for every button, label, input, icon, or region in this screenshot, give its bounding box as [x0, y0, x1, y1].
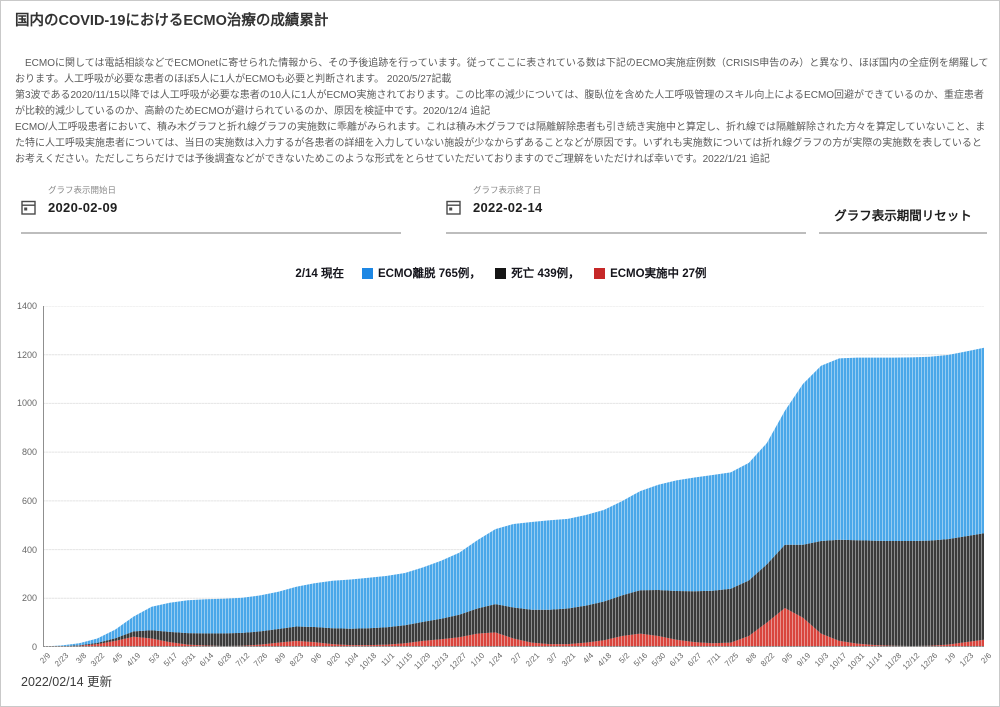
ecmo-cumulative-stacked-bar-chart: 0 200 400 600 800 1000 1200 1400 2/9 2/23 3/8 3/22 4… — [1, 301, 999, 676]
y-tick-label: 200 — [21, 593, 37, 604]
series-area-死亡 — [43, 533, 984, 647]
x-tick-label: 6/14 — [197, 651, 216, 669]
legend-item-label[interactable]: ECMO実施中 27例 — [610, 268, 707, 280]
start-date-value[interactable]: 2020-02-09 — [48, 199, 118, 215]
start-date-label: グラフ表示開始日 — [48, 185, 117, 195]
end-date-field[interactable]: グラフ表示終了日 2022-02-14 — [446, 182, 806, 234]
x-tick-label: 3/22 — [89, 651, 107, 669]
x-tick-label: 7/26 — [252, 651, 270, 669]
x-tick-label: 7/11 — [704, 651, 722, 668]
x-tick-label: 5/16 — [632, 651, 650, 669]
x-tick-label: 5/3 — [146, 651, 161, 666]
x-tick-label: 8/23 — [288, 651, 306, 669]
x-tick-label: 9/20 — [324, 651, 342, 669]
x-tick-label: 11/29 — [412, 651, 433, 672]
x-tick-label: 9/19 — [795, 651, 813, 669]
x-tick-label: 9/6 — [309, 651, 324, 666]
x-tick-label: 1/24 — [487, 651, 505, 669]
chart-plot-area — [43, 306, 984, 647]
x-tick-label: 12/12 — [900, 651, 921, 672]
x-tick-label: 6/28 — [215, 651, 234, 669]
x-tick-label: 12/27 — [448, 651, 469, 672]
chart-legend: 2/14 現在 ECMO離脱 765例， 死亡 439例， ECMO実施中 27… — [1, 265, 999, 281]
x-tick-label: 11/1 — [379, 651, 397, 668]
x-tick-label: 4/19 — [125, 651, 143, 669]
x-tick-label: 11/28 — [882, 651, 903, 672]
updated-text: 2022/02/14 更新 — [21, 675, 113, 689]
x-tick-label: 4/18 — [595, 651, 614, 669]
x-tick-label: 10/31 — [846, 651, 867, 672]
x-tick-label: 8/22 — [758, 651, 777, 669]
x-tick-label: 6/27 — [686, 651, 704, 669]
x-tick-label: 2/21 — [523, 651, 541, 669]
x-tick-label: 12/13 — [429, 651, 451, 672]
end-date-label: グラフ表示終了日 — [473, 185, 542, 195]
y-tick-label: 1400 — [16, 301, 37, 311]
x-tick-label: 1/10 — [469, 651, 487, 669]
legend-swatch-blue[interactable] — [362, 267, 373, 279]
x-tick-label: 8/9 — [273, 651, 288, 666]
y-tick-label: 1000 — [16, 398, 37, 409]
x-tick-label: 12/26 — [918, 651, 940, 672]
x-tick-label: 3/8 — [74, 651, 89, 666]
legend-swatch-red[interactable] — [594, 267, 606, 279]
x-tick-label: 2/6 — [979, 651, 994, 666]
x-tick-label: 1/9 — [942, 651, 958, 666]
x-tick-label: 10/17 — [828, 651, 849, 672]
series-area-ECMO実施中 — [43, 608, 984, 647]
x-tick-label: 7/12 — [234, 651, 252, 669]
legend-item-label[interactable]: ECMO離脱 765例， — [378, 268, 488, 280]
x-tick-label: 2/9 — [38, 651, 53, 666]
x-tick-label: 9/5 — [780, 651, 795, 666]
y-tick-label: 400 — [21, 544, 37, 555]
description-paragraph-2: 第3波である2020/11/15以降では人工呼吸が必要な患者の10人に1人がEC… — [15, 90, 984, 117]
y-tick-label: 800 — [21, 447, 37, 458]
x-tick-label: 8/8 — [743, 651, 759, 666]
description-text: ECMOに関しては電話相談などでECMOnetに寄せられた情報から、その予後追跡… — [15, 56, 989, 168]
series-area-ECMO離脱 — [43, 347, 984, 647]
legend-as-of-date: 2/14 現在 — [295, 268, 344, 280]
x-tick-label: 5/30 — [650, 651, 668, 669]
x-tick-label: 10/18 — [357, 651, 379, 672]
y-tick-label: 1200 — [16, 349, 37, 360]
y-tick-label: 600 — [21, 495, 37, 506]
x-tick-label: 2/7 — [508, 651, 523, 666]
x-tick-label: 5/31 — [179, 651, 198, 669]
x-tick-label: 4/4 — [581, 651, 596, 666]
x-tick-label: 11/14 — [864, 651, 885, 672]
x-tick-label: 5/2 — [617, 651, 632, 666]
x-tick-label: 11/15 — [394, 651, 415, 672]
x-tick-label: 1/23 — [957, 651, 976, 669]
x-tick-label: 2/23 — [53, 651, 71, 669]
reset-date-range-button[interactable]: グラフ表示期間リセット — [819, 182, 987, 234]
end-date-value[interactable]: 2022-02-14 — [473, 199, 543, 215]
description-paragraph-1: ECMOに関しては電話相談などでECMOnetに寄せられた情報から、その予後追跡… — [15, 58, 989, 85]
legend-swatch-black[interactable] — [495, 267, 507, 279]
x-tick-label: 6/13 — [668, 651, 686, 669]
start-date-field[interactable]: グラフ表示開始日 2020-02-09 — [21, 182, 401, 234]
y-tick-label: 0 — [31, 642, 37, 652]
legend-item-label[interactable]: 死亡 439例， — [511, 268, 587, 280]
x-tick-label: 5/17 — [161, 651, 180, 669]
calendar-icon[interactable] — [446, 199, 461, 215]
description-paragraph-3: ECMO/人工呼吸患者において、積み木グラフと折れ線グラフの実施数に乖離がみられ… — [15, 122, 986, 165]
page-title: 国内のCOVID-19におけるECMO治療の成績累計 — [15, 13, 329, 29]
x-tick-label: 3/21 — [559, 651, 578, 669]
x-tick-label: 7/25 — [722, 651, 741, 669]
x-tick-label: 10/4 — [342, 651, 360, 669]
x-tick-label: 3/7 — [544, 651, 560, 666]
date-range-controls: グラフ表示開始日 2020-02-09 グラフ表示終了日 2022-02-14 — [1, 182, 999, 237]
calendar-icon[interactable] — [21, 199, 36, 215]
x-tick-label: 4/5 — [110, 651, 125, 666]
